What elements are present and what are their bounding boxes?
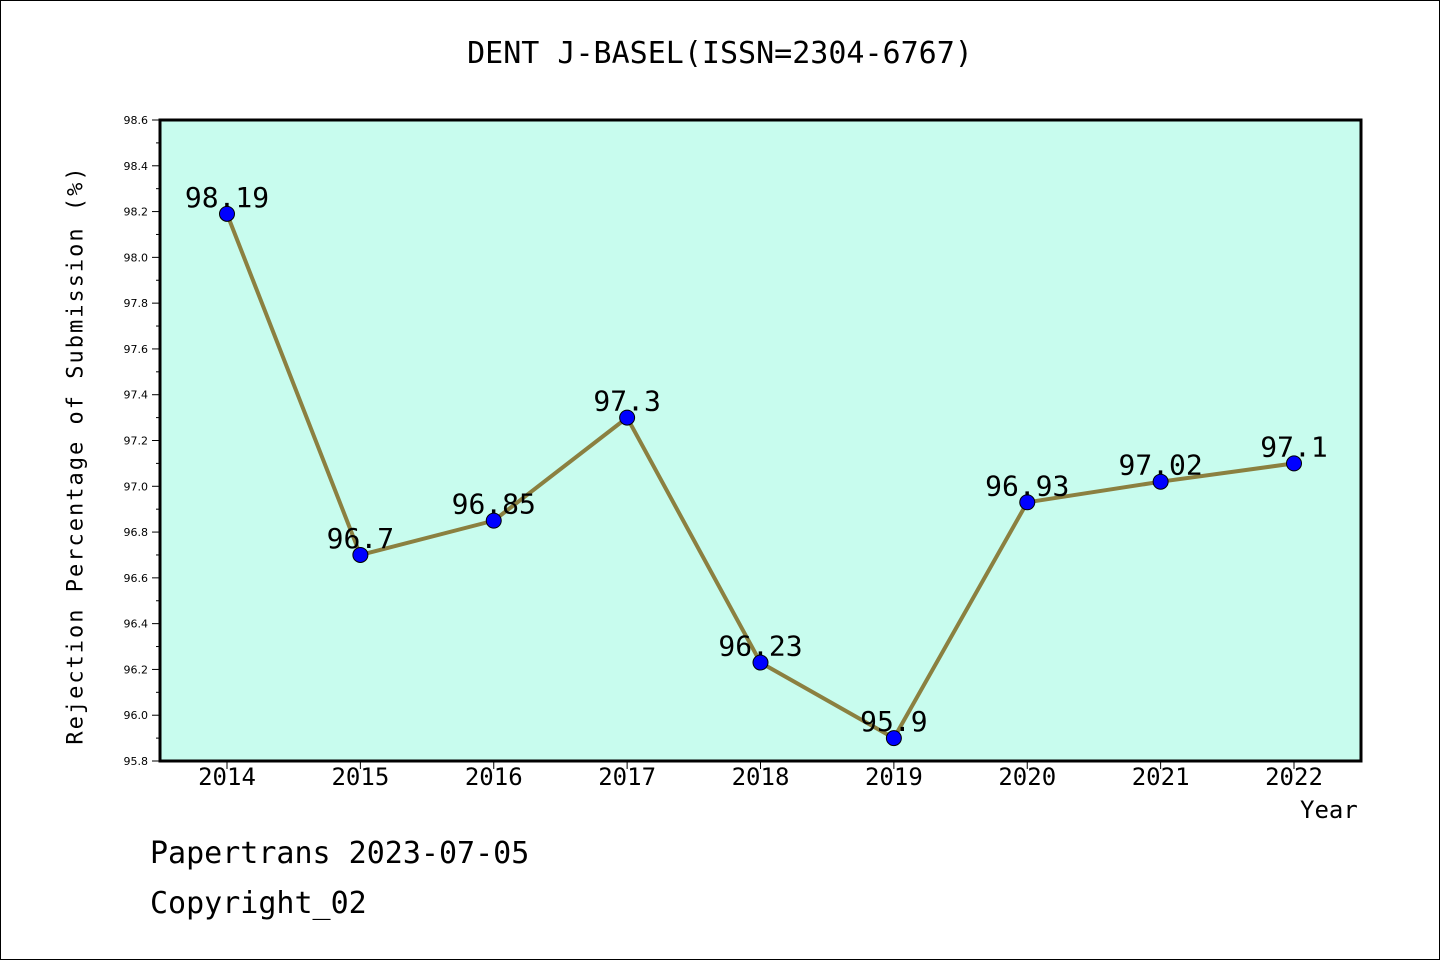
y-tick-label: 97.8 [124, 297, 149, 310]
data-point [352, 546, 369, 563]
y-tick-label: 98.6 [124, 114, 149, 127]
plot-border [158, 118, 1363, 763]
x-tick-label: 2018 [732, 763, 790, 791]
y-tick-label: 96.6 [124, 572, 149, 585]
x-tick-label: 2014 [198, 763, 256, 791]
data-label: 95.9 [860, 705, 927, 738]
data-point [885, 730, 902, 747]
y-tick-label: 98.0 [124, 251, 149, 264]
x-tick-label: 2015 [331, 763, 389, 791]
y-tick-label: 96.0 [124, 709, 149, 722]
x-axis-label: Year [1300, 796, 1358, 824]
y-tick-label: 97.4 [124, 389, 149, 402]
y-tick-label: 96.8 [124, 526, 149, 539]
data-point [619, 409, 636, 426]
y-tick-label: 96.2 [124, 663, 149, 676]
y-tick-label: 97.0 [124, 480, 149, 493]
x-tick-label: 2021 [1132, 763, 1190, 791]
footer-copyright: Copyright_02 [150, 886, 367, 921]
data-label: 97.02 [1118, 449, 1202, 482]
data-point [752, 654, 769, 671]
y-tick-label: 97.2 [124, 435, 149, 448]
data-label: 96.23 [718, 630, 802, 663]
x-axis-ticks: 2014 2015 2016 2017 2018 2019 2020 2021 2022 [198, 761, 1323, 791]
plot-area [160, 120, 1361, 761]
data-point [1286, 455, 1302, 472]
x-tick-label: 2019 [865, 763, 923, 791]
y-tick-label: 98.2 [124, 206, 149, 219]
data-label: 96.7 [327, 522, 394, 555]
data-label: 96.85 [452, 488, 536, 521]
x-tick-label: 2017 [598, 763, 656, 791]
x-tick-label: 2022 [1265, 763, 1323, 791]
y-axis-ticks: 95.8 96.0 96.2 96.4 96.6 96.8 97.0 97.2 97.4 97.6… [124, 114, 160, 768]
y-tick-label: 98.4 [124, 160, 149, 173]
footer-date-line: Papertrans 2023-07-05 [150, 836, 530, 871]
data-point [485, 512, 502, 529]
data-label: 97.1 [1260, 430, 1327, 463]
data-label: 97.3 [593, 385, 660, 418]
data-series: 98.19 96.7 96.85 97.3 96.23 95.9 96.93 97.02 97.… [185, 181, 1328, 747]
chart-title: DENT J-BASEL(ISSN=2304-6767) [467, 36, 973, 71]
y-tick-label: 95.8 [124, 755, 149, 768]
data-point [1152, 473, 1169, 490]
x-tick-label: 2016 [465, 763, 523, 791]
y-tick-label: 96.4 [124, 618, 149, 631]
data-label: 96.93 [985, 469, 1069, 502]
data-label: 98.19 [185, 181, 269, 214]
data-point [219, 205, 235, 222]
x-tick-label: 2020 [998, 763, 1056, 791]
data-point [1019, 494, 1036, 511]
y-tick-label: 97.6 [124, 343, 149, 356]
